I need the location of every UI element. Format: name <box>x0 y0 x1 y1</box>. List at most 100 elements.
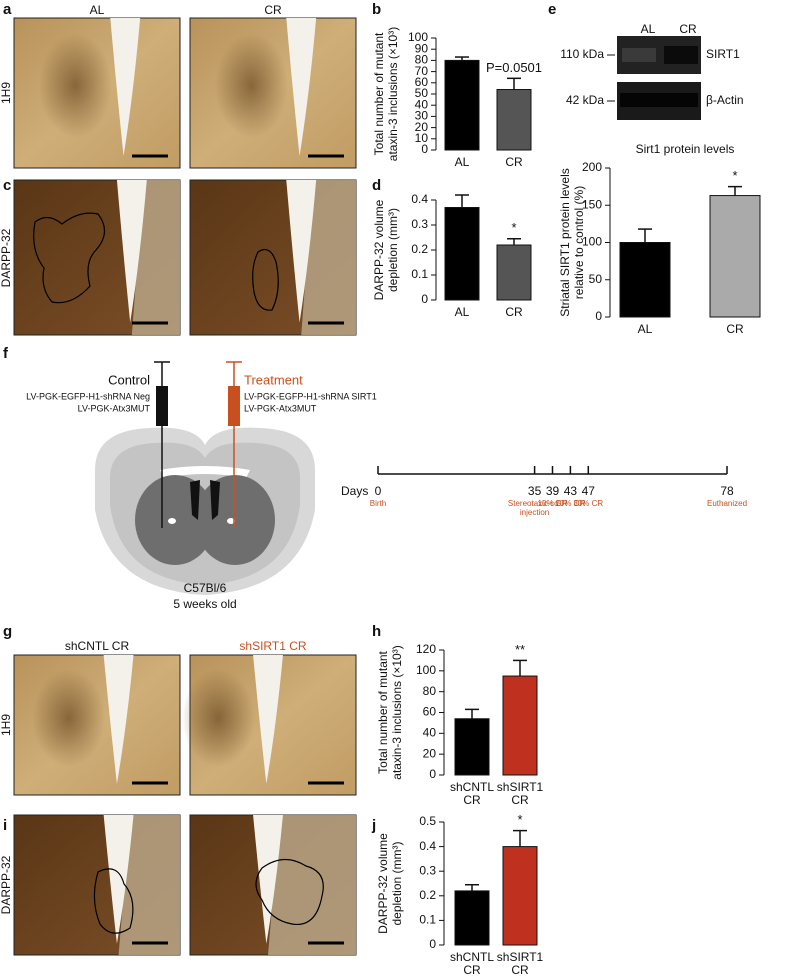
y-tick-label: 150 <box>582 197 602 211</box>
y-tick-label: 0.4 <box>419 839 436 853</box>
lesion-contour <box>33 212 106 304</box>
septum <box>131 180 180 335</box>
y-tick-label: 0 <box>421 142 428 156</box>
bar <box>496 244 532 301</box>
band-size: 110 kDa <box>560 47 604 61</box>
panel-letter: h <box>372 623 381 640</box>
ventricle <box>103 815 134 944</box>
ventricle <box>103 655 134 784</box>
y-tick-label: 80 <box>415 53 429 67</box>
ventricle <box>286 180 317 323</box>
row-label: 1H9 <box>0 714 13 736</box>
column-label: CR <box>264 3 282 17</box>
y-tick-label: 50 <box>589 272 603 286</box>
y-tick-label: 50 <box>415 86 429 100</box>
y-tick-label: 70 <box>415 64 429 78</box>
y-axis-label: Striatal SIRT1 protein levels <box>558 168 572 317</box>
bar <box>496 89 532 151</box>
timeline-day: 35 <box>528 484 542 498</box>
x-tick-label: shCNTL CR <box>449 780 494 808</box>
y-tick-label: 100 <box>582 235 602 249</box>
ventricle <box>253 815 283 944</box>
timeline-day: 0 <box>375 484 382 498</box>
y-tick-label: 200 <box>582 160 602 174</box>
column-label: shCNTL CR <box>65 639 130 653</box>
column-label: shSIRT1 CR <box>239 639 306 653</box>
annotation: * <box>732 168 737 183</box>
y-tick-label: 0 <box>429 767 436 781</box>
staining <box>181 669 255 767</box>
y-tick-label: 40 <box>415 97 429 111</box>
timeline-day: 43 <box>564 484 578 498</box>
panel-letter: d <box>372 177 381 194</box>
timeline-event: Euthanized <box>706 499 748 508</box>
y-tick-label: 0 <box>595 309 602 323</box>
panel-letter: i <box>3 817 7 834</box>
x-tick-label: shSIRT1 CR <box>496 950 544 978</box>
row-label: DARPP-32 <box>0 855 13 914</box>
staining <box>38 33 112 138</box>
timeline-day: 78 <box>720 484 734 498</box>
panel-letter: e <box>548 1 556 18</box>
bar <box>709 195 761 318</box>
panel-letter: f <box>3 345 9 362</box>
bar <box>444 207 480 301</box>
band-size: 42 kDa <box>566 93 604 107</box>
lesion-contour <box>252 249 279 311</box>
x-tick-label: CR <box>505 155 523 169</box>
chart-title: Sirt1 protein levels <box>636 142 735 156</box>
lane-label: CR <box>679 22 697 36</box>
ventricle <box>253 655 283 784</box>
panel-letter: c <box>3 177 11 194</box>
timeline-event: 30% CR <box>573 499 604 508</box>
y-tick-label: 0.2 <box>419 888 436 902</box>
bar <box>502 675 538 776</box>
panel-letter: b <box>372 1 381 18</box>
bar <box>454 718 490 776</box>
y-tick-label: 0 <box>429 937 436 951</box>
bar <box>502 846 538 946</box>
x-tick-label: shSIRT1 CR <box>496 780 544 808</box>
y-tick-label: 0 <box>421 292 428 306</box>
timeline-event: Stereotaxic co-injection <box>507 499 562 517</box>
y-tick-label: 60 <box>415 75 429 89</box>
bar <box>444 59 480 151</box>
y-tick-label: 100 <box>408 30 428 44</box>
x-tick-label: AL <box>454 305 470 319</box>
annotation: P=0.0501 <box>486 60 542 75</box>
y-axis-label: Total number of mutant <box>376 650 390 773</box>
ventricle <box>110 18 141 156</box>
y-tick-label: 30 <box>415 109 429 123</box>
y-axis-label: DARPP-32 volume <box>372 199 386 300</box>
timeline-day: 39 <box>546 484 560 498</box>
lesion-contour <box>255 858 324 926</box>
lane-label: AL <box>641 22 656 36</box>
band-protein: β-Actin <box>706 93 744 107</box>
y-axis-label: ataxin-3 inclusions (×10³) <box>390 645 404 779</box>
bar <box>454 890 490 946</box>
septum <box>118 815 180 955</box>
y-axis-label: Total number of mutant <box>372 32 386 155</box>
y-tick-label: 80 <box>423 684 437 698</box>
timeline-event: 20% CR <box>555 499 586 508</box>
y-tick-label: 0.3 <box>419 863 436 877</box>
band-protein: SIRT1 <box>706 47 740 61</box>
y-axis-label: depletion (mm³) <box>390 841 404 925</box>
y-axis-label: DARPP-32 volume <box>376 833 390 934</box>
blot-signal <box>622 48 656 62</box>
ventricle <box>286 18 317 156</box>
x-tick-label: CR <box>726 322 744 336</box>
annotation: * <box>511 220 516 235</box>
y-tick-label: 20 <box>423 746 437 760</box>
bar <box>619 242 671 318</box>
x-tick-label: CR <box>505 305 523 319</box>
y-tick-label: 0.2 <box>411 242 428 256</box>
panel-letter: g <box>3 623 12 640</box>
lesion-contour <box>93 868 134 934</box>
vector-label: LV-PGK-EGFP-H1-shRNA SIRT1 <box>244 391 377 401</box>
mouse-age: 5 weeks old <box>173 597 236 611</box>
staining <box>214 33 288 138</box>
y-tick-label: 20 <box>415 120 429 134</box>
ventricle <box>116 180 147 323</box>
